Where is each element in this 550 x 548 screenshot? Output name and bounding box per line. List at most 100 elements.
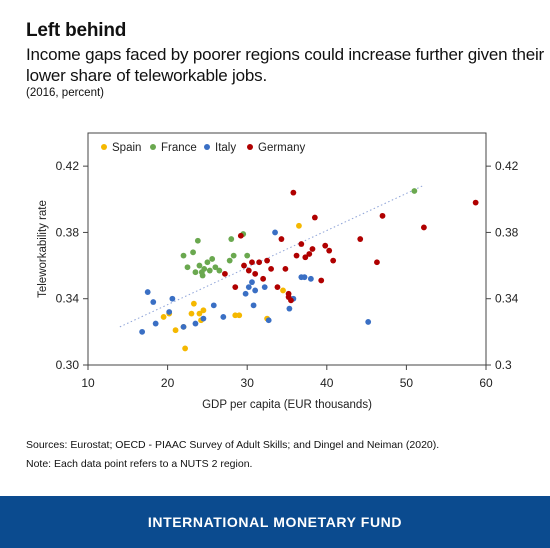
point-italy [192,320,199,327]
brand-label: INTERNATIONAL MONETARY FUND [147,514,403,530]
point-germany [357,236,364,242]
point-italy [272,229,278,236]
point-italy [150,299,157,305]
y-tick-label-right: 0.3 [495,358,512,372]
x-tick-label: 30 [241,376,255,390]
plot-frame [87,132,487,366]
point-france [206,267,213,274]
point-germany [278,236,285,242]
point-germany [285,290,292,297]
point-germany [379,212,386,219]
point-germany [237,232,244,239]
point-germany [282,265,289,272]
point-germany [298,241,305,247]
point-france [244,252,251,259]
chart-title: Left behind [26,20,127,41]
point-italy [261,284,268,291]
point-france [216,267,223,274]
point-germany [245,267,252,274]
sources-note: Sources: Eurostat; OECD - PIAAC Survey o… [26,439,440,451]
legend-label-germany: Germany [258,142,306,154]
point-germany [260,275,267,282]
point-france [212,264,219,271]
scatter-chart: 0.30 0.3 0.34 0.34 0.38 0.38 0.42 0.42 10 20 30 40 5… [37,132,519,411]
point-germany [326,247,333,254]
point-spain [200,307,207,314]
legend-marker-spain [101,144,107,150]
point-germany [252,270,259,277]
point-spain [196,310,203,317]
point-spain [188,310,195,317]
point-germany [232,284,239,291]
point-germany [311,214,318,221]
point-france [226,257,233,264]
point-france [228,236,235,242]
trend-line [119,185,423,328]
point-italy [252,287,259,294]
point-italy [139,328,146,335]
point-germany [249,259,255,266]
point-spain [296,222,302,229]
y-tick-label-right: 0.38 [495,225,519,239]
point-france [192,269,199,276]
point-germany [293,252,300,259]
y-tick-label-right: 0.42 [495,159,519,173]
point-italy [301,274,308,281]
chart-subtitle: Income gaps faced by poorer regions coul… [26,45,545,85]
point-italy [249,279,255,286]
point-germany [268,265,274,272]
point-germany [288,297,294,304]
point-italy [265,317,272,324]
point-spain [232,312,239,319]
point-germany [472,199,479,206]
x-tick-label: 50 [400,376,414,390]
point-italy [166,309,173,315]
point-spain [190,300,197,307]
point-italy [169,295,176,302]
legend-marker-germany [247,144,253,150]
point-germany [330,257,337,264]
point-germany [264,257,270,264]
legend-label-italy: Italy [215,142,236,154]
point-germany [421,224,427,231]
point-france [194,237,201,244]
point-spain [280,287,286,294]
point-france [180,252,187,259]
point-germany [322,242,329,249]
unit-note: (2016, percent) [26,87,104,99]
point-france [204,259,211,266]
point-italy [307,275,314,282]
y-tick-label-left: 0.38 [56,225,80,239]
point-italy [144,289,151,295]
point-germany [306,251,313,257]
point-france [199,272,206,279]
legend-marker-france [150,144,156,150]
point-spain [182,345,189,352]
legend-label-france: France [161,142,197,154]
point-germany [256,259,263,266]
point-italy [220,314,227,320]
data-note: Note: Each data point refers to a NUTS 2… [26,458,253,470]
y-tick-label-left: 0.30 [56,358,80,372]
point-italy [152,320,159,327]
x-axis-label: GDP per capita (EUR thousands) [202,399,372,411]
point-italy [365,319,372,325]
point-italy [286,305,293,312]
point-germany [241,262,247,269]
point-france [201,265,208,272]
point-germany [274,284,281,291]
legend-marker-italy [204,144,210,150]
y-tick-label-left: 0.42 [56,159,80,173]
point-spain [172,327,179,334]
x-tick-label: 20 [161,376,175,390]
point-italy [210,302,217,309]
point-italy [242,290,249,297]
point-italy [250,302,257,309]
point-italy [180,323,187,330]
point-france [196,262,203,269]
x-tick-label: 60 [479,376,493,390]
point-italy [245,284,252,291]
imf-banner: INTERNATIONAL MONETARY FUND [0,496,550,548]
legend-label-spain: Spain [112,142,141,154]
point-germany [309,246,316,252]
